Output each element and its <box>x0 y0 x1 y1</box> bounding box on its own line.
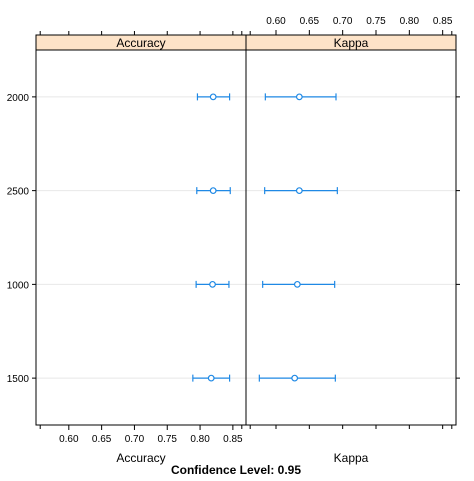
x-tick-label-accuracy-0.60: 0.60 <box>59 434 79 445</box>
x-tick-label-kappa-0.80: 0.80 <box>400 16 420 27</box>
strip-label-kappa: Kappa <box>334 36 369 50</box>
x-tick-label-kappa-0.60: 0.60 <box>266 16 286 27</box>
point-estimate-kappa-2500 <box>295 187 303 195</box>
x-tick-label-accuracy-0.65: 0.65 <box>92 434 112 445</box>
x-tick-label-accuracy-0.70: 0.70 <box>125 434 145 445</box>
point-estimate-accuracy-1500 <box>207 374 215 382</box>
category-label-2500: 2500 <box>7 187 30 198</box>
point-estimate-accuracy-2000 <box>209 93 217 101</box>
confidence-level-footer: Confidence Level: 0.95 <box>171 463 301 477</box>
x-tick-label-accuracy-0.85: 0.85 <box>223 434 243 445</box>
ticks-layer: 2000 2500 1000 1500 0.60 0.65 0.70 0.75 0.80 0.85… <box>7 16 460 445</box>
category-label-1500: 1500 <box>7 374 30 385</box>
marks-layer <box>192 93 338 382</box>
x-tick-label-kappa-0.65: 0.65 <box>300 16 320 27</box>
point-estimate-kappa-1000 <box>293 280 301 288</box>
point-estimate-accuracy-2500 <box>209 187 217 195</box>
x-tick-label-accuracy-0.75: 0.75 <box>158 434 178 445</box>
xlabel-kappa: Kappa <box>334 451 369 465</box>
x-tick-label-kappa-0.75: 0.75 <box>366 16 386 27</box>
strip-label-accuracy: Accuracy <box>116 36 165 50</box>
x-tick-label-kappa-0.70: 0.70 <box>333 16 353 27</box>
x-tick-label-accuracy-0.80: 0.80 <box>190 434 210 445</box>
panel-frame-kappa <box>245 34 457 426</box>
x-tick-label-kappa-0.85: 0.85 <box>433 16 453 27</box>
category-label-2000: 2000 <box>7 93 30 104</box>
point-estimate-kappa-1500 <box>291 374 299 382</box>
panel-frame-accuracy <box>35 34 247 426</box>
category-label-1000: 1000 <box>7 280 30 291</box>
point-estimate-accuracy-1000 <box>209 280 216 288</box>
point-estimate-kappa-2000 <box>295 93 303 101</box>
xlabel-accuracy: Accuracy <box>116 451 165 465</box>
